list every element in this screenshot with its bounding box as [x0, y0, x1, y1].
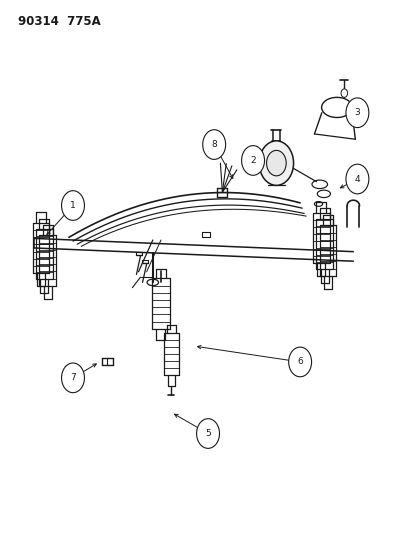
Circle shape — [341, 89, 348, 98]
Text: 90314  775A: 90314 775A — [18, 14, 101, 28]
Circle shape — [259, 141, 294, 185]
Circle shape — [203, 130, 226, 159]
Circle shape — [346, 164, 369, 194]
Text: 8: 8 — [211, 140, 217, 149]
Circle shape — [267, 150, 286, 176]
Text: 4: 4 — [355, 174, 360, 183]
Circle shape — [289, 347, 311, 377]
Text: 1: 1 — [70, 201, 76, 210]
Circle shape — [346, 98, 369, 127]
Circle shape — [241, 146, 265, 175]
Text: 3: 3 — [355, 108, 360, 117]
Text: 2: 2 — [250, 156, 256, 165]
Text: 5: 5 — [205, 429, 211, 438]
Circle shape — [61, 191, 84, 220]
Circle shape — [61, 363, 84, 393]
Circle shape — [197, 419, 220, 448]
Text: 6: 6 — [297, 358, 303, 367]
Text: 7: 7 — [70, 373, 76, 382]
